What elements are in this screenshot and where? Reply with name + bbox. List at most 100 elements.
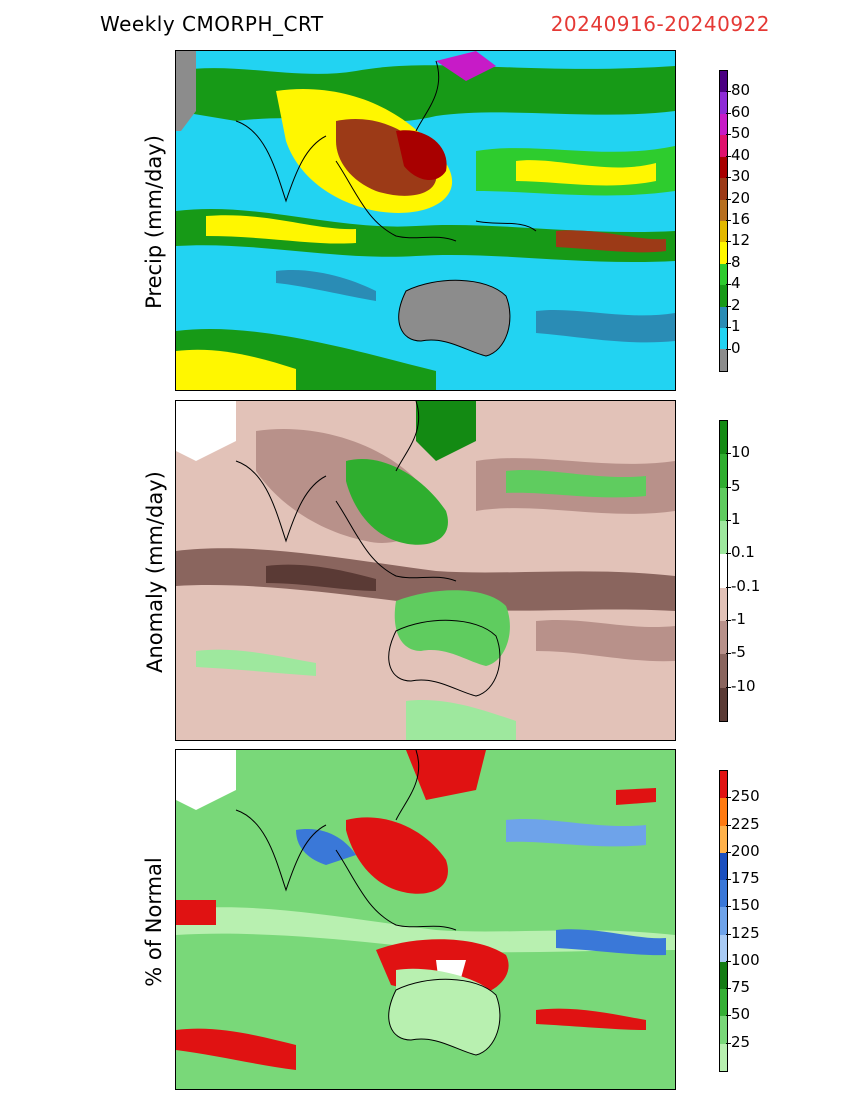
colorbar-tick-mark <box>726 241 731 243</box>
colorbar-swatch <box>720 328 727 350</box>
colorbar-tick-label: 2 <box>731 295 741 314</box>
colorbar-tick-mark <box>726 553 731 555</box>
colorbar-swatch <box>720 654 727 688</box>
colorbar-tick-label: 60 <box>731 102 751 121</box>
percent-colorbar <box>719 770 728 1072</box>
colorbar-tick-label: 50 <box>731 1005 751 1024</box>
colorbar-tick-mark <box>726 284 731 286</box>
colorbar-tick-label: 1 <box>731 317 741 336</box>
anomaly-ylabel: Anomaly (mm/day) <box>143 471 167 673</box>
colorbar-swatch <box>720 1043 727 1071</box>
colorbar-tick-mark <box>726 220 731 221</box>
colorbar-tick-label: 175 <box>731 869 760 888</box>
colorbar-tick-label: 12 <box>731 231 751 250</box>
colorbar-swatch <box>720 880 727 908</box>
colorbar-swatch <box>720 220 727 243</box>
colorbar-swatch <box>720 961 727 990</box>
colorbar-swatch <box>720 907 727 935</box>
colorbar-swatch <box>720 687 727 721</box>
percent-map <box>175 749 676 1090</box>
colorbar-swatch <box>720 771 727 799</box>
colorbar-tick-label: 150 <box>731 896 760 915</box>
colorbar-swatch <box>720 71 727 93</box>
header-dates: 20240916-20240922 <box>550 12 770 36</box>
colorbar-tick-label: 30 <box>731 167 751 186</box>
colorbar-tick-label: 50 <box>731 124 751 143</box>
colorbar-swatch <box>720 825 727 853</box>
colorbar-swatch <box>720 113 727 136</box>
colorbar-swatch <box>720 487 727 521</box>
colorbar-swatch <box>720 798 727 826</box>
colorbar-tick-label: 75 <box>731 978 751 997</box>
colorbar-tick-mark <box>726 198 731 200</box>
colorbar-tick-mark <box>726 620 731 621</box>
precip-ylabel: Precip (mm/day) <box>142 135 166 309</box>
colorbar-tick-label: -10 <box>731 676 756 695</box>
colorbar-tick-mark <box>726 262 731 264</box>
colorbar-swatch <box>720 1016 727 1044</box>
colorbar-tick-label: 16 <box>731 210 751 228</box>
header-title: Weekly CMORPH_CRT <box>100 12 324 36</box>
colorbar-swatch <box>720 178 727 200</box>
colorbar-tick-mark <box>726 851 731 853</box>
colorbar-tick-label: 200 <box>731 841 760 860</box>
colorbar-tick-mark <box>726 520 731 521</box>
colorbar-tick-mark <box>726 305 731 307</box>
colorbar-swatch <box>720 285 727 307</box>
colorbar-tick-mark <box>726 112 731 114</box>
colorbar-swatch <box>720 520 727 555</box>
colorbar-tick-label: 100 <box>731 950 760 969</box>
colorbar-tick-mark <box>726 960 731 962</box>
colorbar-tick-label: 20 <box>731 188 751 207</box>
colorbar-swatch <box>720 554 727 588</box>
precip-colorbar <box>719 70 728 372</box>
colorbar-tick-label: -1 <box>731 610 746 628</box>
colorbar-tick-label: 1 <box>731 510 741 528</box>
colorbar-tick-label: -0.1 <box>731 576 761 595</box>
precip-map <box>175 50 676 391</box>
colorbar-tick-mark <box>726 586 731 588</box>
colorbar-tick-label: 25 <box>731 1032 751 1051</box>
colorbar-tick-label: 0.1 <box>731 543 755 562</box>
colorbar-tick-label: 5 <box>731 476 741 495</box>
colorbar-swatch <box>720 242 727 264</box>
colorbar-tick-label: 225 <box>731 814 760 833</box>
colorbar-tick-mark <box>726 348 731 350</box>
colorbar-tick-label: 4 <box>731 274 741 293</box>
anomaly-map <box>175 400 676 741</box>
colorbar-tick-mark <box>726 1015 731 1017</box>
colorbar-swatch <box>720 620 727 655</box>
colorbar-tick-mark <box>726 453 731 455</box>
colorbar-tick-label: 80 <box>731 81 751 100</box>
colorbar-swatch <box>720 989 727 1017</box>
colorbar-tick-mark <box>726 686 731 688</box>
anomaly-colorbar <box>719 420 728 722</box>
colorbar-tick-label: 250 <box>731 787 760 806</box>
colorbar-tick-label: -5 <box>731 643 746 662</box>
colorbar-tick-mark <box>726 177 731 179</box>
colorbar-swatch <box>720 92 727 114</box>
colorbar-swatch <box>720 156 727 179</box>
colorbar-tick-mark <box>726 797 731 799</box>
colorbar-tick-mark <box>726 327 731 329</box>
colorbar-swatch <box>720 852 727 881</box>
colorbar-tick-mark <box>726 1042 731 1044</box>
colorbar-tick-mark <box>726 134 731 136</box>
colorbar-swatch <box>720 454 727 488</box>
colorbar-tick-label: 125 <box>731 923 760 942</box>
colorbar-tick-mark <box>726 824 731 826</box>
colorbar-swatch <box>720 135 727 157</box>
colorbar-tick-mark <box>726 91 731 93</box>
colorbar-tick-label: 40 <box>731 145 751 164</box>
colorbar-tick-mark <box>726 155 731 157</box>
colorbar-tick-label: 0 <box>731 338 741 357</box>
colorbar-tick-label: 8 <box>731 252 741 271</box>
percent-ylabel: % of Normal <box>142 857 166 987</box>
colorbar-tick-label: 10 <box>731 443 751 462</box>
colorbar-tick-mark <box>726 988 731 990</box>
colorbar-tick-mark <box>726 879 731 881</box>
colorbar-swatch <box>720 421 727 455</box>
colorbar-tick-mark <box>726 486 731 488</box>
colorbar-swatch <box>720 349 727 371</box>
colorbar-tick-mark <box>726 653 731 655</box>
